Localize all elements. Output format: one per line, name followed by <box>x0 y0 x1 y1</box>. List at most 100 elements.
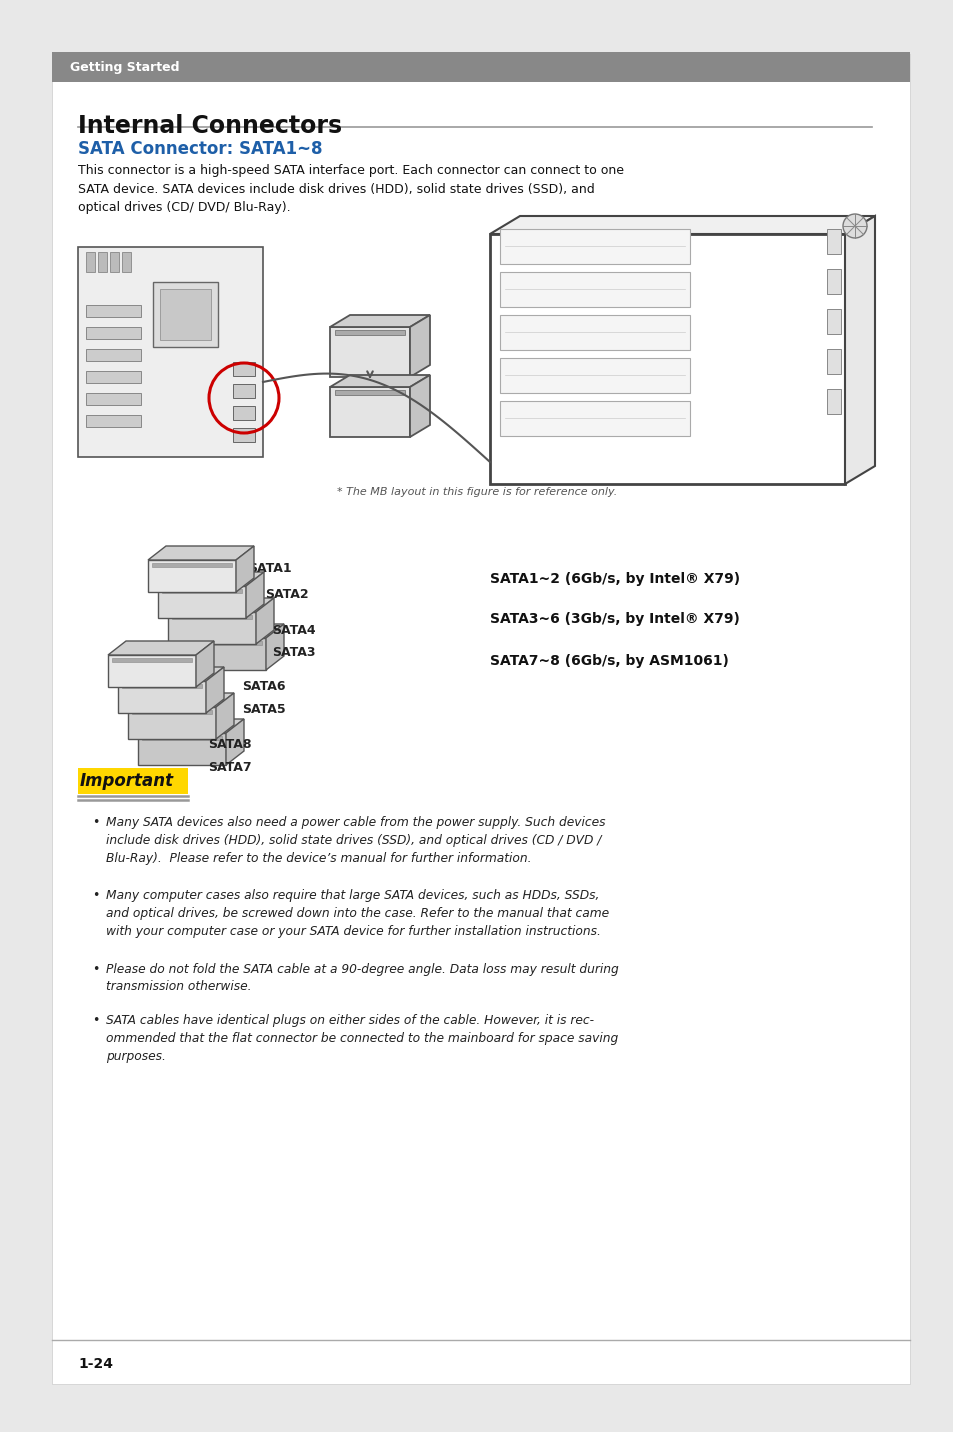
Polygon shape <box>168 599 274 611</box>
Bar <box>499 272 689 306</box>
Text: SATA1~2 (6Gb/s, by Intel® X79): SATA1~2 (6Gb/s, by Intel® X79) <box>490 571 740 586</box>
Polygon shape <box>118 667 224 682</box>
Bar <box>86 252 95 272</box>
Text: SATA8: SATA8 <box>208 737 252 750</box>
Bar <box>826 309 841 334</box>
Bar <box>826 269 841 294</box>
Bar <box>52 52 909 82</box>
Polygon shape <box>138 719 244 733</box>
Text: * The MB layout in this figure is for reference only.: * The MB layout in this figure is for re… <box>336 487 617 497</box>
Bar <box>132 710 212 715</box>
Polygon shape <box>330 375 430 387</box>
Bar <box>233 407 254 420</box>
Bar <box>335 390 405 395</box>
Polygon shape <box>148 560 235 591</box>
Text: SATA2: SATA2 <box>265 589 309 601</box>
Text: 1-24: 1-24 <box>78 1358 112 1370</box>
Bar <box>490 233 844 484</box>
Text: SATA Connector: SATA1~8: SATA Connector: SATA1~8 <box>78 140 322 158</box>
Text: Many computer cases also require that large SATA devices, such as HDDs, SSDs,
an: Many computer cases also require that la… <box>106 889 608 938</box>
Polygon shape <box>235 546 253 591</box>
Bar <box>499 401 689 435</box>
Polygon shape <box>246 571 264 619</box>
Text: SATA1: SATA1 <box>248 561 292 576</box>
Polygon shape <box>215 693 233 739</box>
Polygon shape <box>158 571 264 586</box>
Bar <box>86 326 141 339</box>
Bar <box>122 252 131 272</box>
Text: SATA4: SATA4 <box>272 624 315 637</box>
Text: This connector is a high-speed SATA interface port. Each connector can connect t: This connector is a high-speed SATA inte… <box>78 165 623 213</box>
Bar <box>78 246 263 457</box>
Bar <box>152 563 232 567</box>
Polygon shape <box>255 599 274 644</box>
Polygon shape <box>226 719 244 765</box>
Polygon shape <box>128 707 215 739</box>
Polygon shape <box>106 560 146 687</box>
Polygon shape <box>178 624 284 639</box>
Polygon shape <box>330 387 410 437</box>
Polygon shape <box>410 315 430 377</box>
Polygon shape <box>168 611 255 644</box>
Bar <box>826 229 841 253</box>
Bar <box>52 54 909 1383</box>
Polygon shape <box>118 682 206 713</box>
Bar <box>86 371 141 382</box>
Bar <box>98 252 107 272</box>
Bar <box>499 229 689 263</box>
Bar <box>152 282 218 347</box>
Polygon shape <box>410 375 430 437</box>
Bar <box>86 349 141 361</box>
Circle shape <box>842 213 866 238</box>
Polygon shape <box>266 624 284 670</box>
Text: •: • <box>91 962 99 975</box>
Text: Many SATA devices also need a power cable from the power supply. Such devices
in: Many SATA devices also need a power cabl… <box>106 816 605 865</box>
Text: •: • <box>91 1014 99 1027</box>
Polygon shape <box>128 693 233 707</box>
Polygon shape <box>206 667 224 713</box>
Bar <box>160 289 211 339</box>
Text: SATA7: SATA7 <box>208 760 252 775</box>
Bar <box>826 390 841 414</box>
Bar <box>499 358 689 392</box>
Bar <box>233 362 254 377</box>
Bar <box>172 614 252 619</box>
Polygon shape <box>178 639 266 670</box>
Text: Please do not fold the SATA cable at a 90-degree angle. Data loss may result dur: Please do not fold the SATA cable at a 9… <box>106 962 618 994</box>
Polygon shape <box>158 586 246 619</box>
Bar <box>499 315 689 349</box>
Bar <box>182 642 262 644</box>
Bar <box>826 349 841 374</box>
Text: SATA3: SATA3 <box>272 646 315 659</box>
Bar <box>162 589 242 593</box>
Bar <box>233 384 254 398</box>
Text: SATA cables have identical plugs on either sides of the cable. However, it is re: SATA cables have identical plugs on eith… <box>106 1014 618 1063</box>
Text: Internal Connectors: Internal Connectors <box>78 115 342 137</box>
Bar <box>335 329 405 335</box>
Text: •: • <box>91 889 99 902</box>
FancyBboxPatch shape <box>78 768 188 793</box>
Polygon shape <box>108 642 213 654</box>
Text: SATA7~8 (6Gb/s, by ASM1061): SATA7~8 (6Gb/s, by ASM1061) <box>490 654 728 667</box>
Polygon shape <box>138 733 226 765</box>
Text: SATA5: SATA5 <box>242 703 285 716</box>
Bar <box>110 252 119 272</box>
Bar <box>86 392 141 405</box>
Text: Getting Started: Getting Started <box>70 60 179 73</box>
Bar <box>233 428 254 442</box>
Polygon shape <box>108 654 195 687</box>
Text: •: • <box>91 816 99 829</box>
Polygon shape <box>195 642 213 687</box>
Polygon shape <box>330 315 430 326</box>
Bar <box>112 657 192 662</box>
Bar <box>142 736 222 740</box>
Polygon shape <box>490 216 874 233</box>
Polygon shape <box>148 546 253 560</box>
Text: SATA6: SATA6 <box>242 680 285 693</box>
Text: SATA3~6 (3Gb/s, by Intel® X79): SATA3~6 (3Gb/s, by Intel® X79) <box>490 611 740 626</box>
Polygon shape <box>844 216 874 484</box>
Bar <box>86 305 141 316</box>
Bar <box>86 415 141 427</box>
Text: Important: Important <box>80 772 174 790</box>
Polygon shape <box>330 326 410 377</box>
